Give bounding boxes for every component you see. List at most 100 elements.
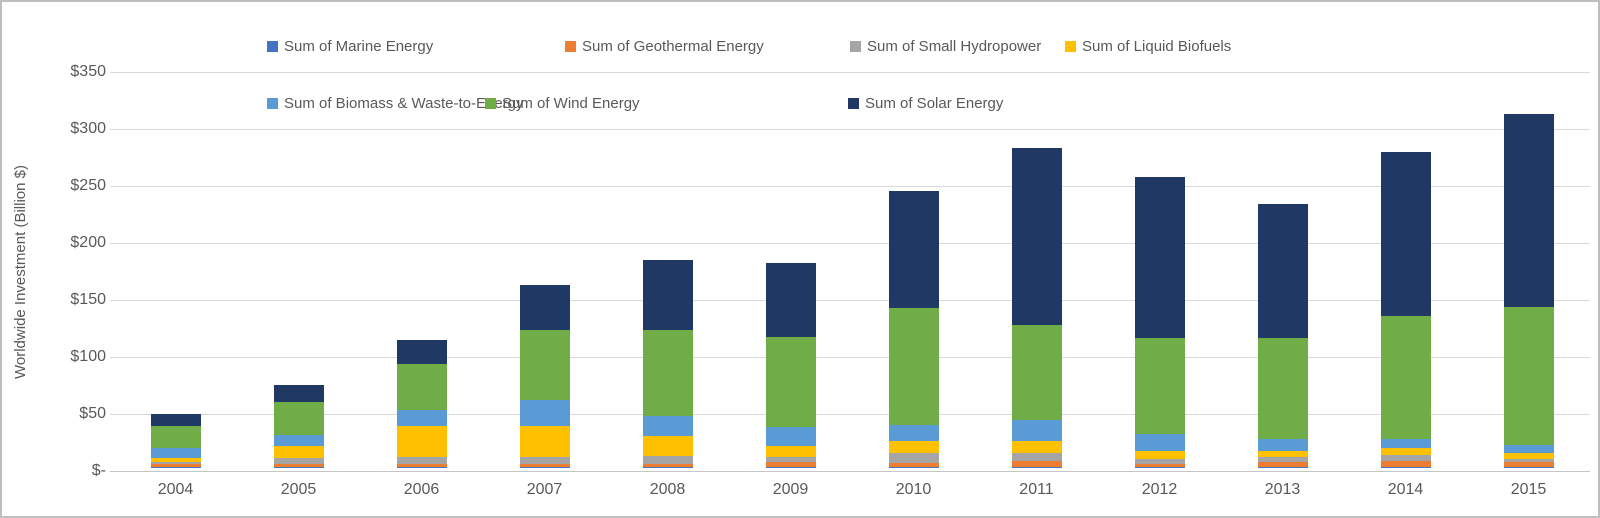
gridline-300 (110, 129, 1590, 130)
segment-sum-of-geothermal-energy-2013 (1257, 461, 1308, 467)
segment-sum-of-liquid-biofuels-2012 (1134, 450, 1185, 460)
x-tick-label-2010: 2010 (895, 481, 932, 498)
segment-sum-of-wind-energy-2007 (519, 330, 570, 400)
bar-2010 (888, 190, 939, 467)
x-tick-label-2005: 2005 (280, 481, 317, 498)
segment-sum-of-geothermal-energy-2010 (888, 462, 939, 467)
segment-sum-of-wind-energy-2010 (888, 308, 939, 426)
segment-sum-of-geothermal-energy-2011 (1011, 461, 1062, 467)
segment-sum-of-geothermal-energy-2009 (765, 462, 816, 467)
x-tick-label-2012: 2012 (1141, 481, 1178, 498)
segment-sum-of-wind-energy-2006 (396, 363, 447, 410)
legend-swatch-icon-sum-of-solar-energy (848, 97, 859, 109)
segment-sum-of-liquid-biofuels-2007 (519, 425, 570, 458)
y-tick-label-300: $300 (70, 120, 106, 137)
segment-sum-of-small-hydropower-2009 (765, 456, 816, 463)
segment-sum-of-solar-energy-2008 (642, 259, 693, 330)
bar-2006 (396, 339, 447, 467)
segment-sum-of-small-hydropower-2014 (1380, 455, 1431, 461)
gridline-250 (110, 186, 1590, 187)
y-tick-label-150: $150 (70, 291, 106, 308)
gridline-350 (110, 72, 1590, 73)
segment-sum-of-biomass-waste-to-energy-2012 (1134, 434, 1185, 451)
segment-sum-of-biomass-waste-to-energy-2004 (150, 448, 201, 459)
legend-swatch-icon-sum-of-small-hydropower (850, 40, 861, 52)
segment-sum-of-solar-energy-2009 (765, 263, 816, 338)
segment-sum-of-solar-energy-2015 (1503, 114, 1554, 308)
segment-sum-of-wind-energy-2011 (1011, 325, 1062, 420)
segment-sum-of-biomass-waste-to-energy-2015 (1503, 445, 1554, 454)
segment-sum-of-wind-energy-2012 (1134, 338, 1185, 435)
segment-sum-of-solar-energy-2006 (396, 339, 447, 364)
segment-sum-of-geothermal-energy-2007 (519, 463, 570, 467)
legend-label-sum-of-small-hydropower: Sum of Small Hydropower (867, 37, 1042, 55)
segment-sum-of-solar-energy-2007 (519, 285, 570, 331)
segment-sum-of-biomass-waste-to-energy-2014 (1380, 438, 1431, 449)
legend-item-sum-of-small-hydropower: Sum of Small Hydropower (850, 37, 1041, 55)
segment-sum-of-biomass-waste-to-energy-2013 (1257, 439, 1308, 451)
bar-2009 (765, 263, 816, 467)
segment-sum-of-solar-energy-2012 (1134, 177, 1185, 339)
y-tick-label-0: $- (91, 462, 106, 479)
segment-sum-of-liquid-biofuels-2013 (1257, 450, 1308, 457)
legend-swatch-icon-sum-of-biomass-waste-to-energy (267, 97, 278, 109)
legend-swatch-icon-sum-of-marine-energy (267, 40, 278, 52)
segment-sum-of-small-hydropower-2010 (888, 452, 939, 463)
segment-sum-of-geothermal-energy-2005 (273, 464, 324, 467)
y-axis-title-text: Worldwide Investment (Billion $) (12, 165, 29, 379)
y-tick-label-250: $250 (70, 177, 106, 194)
bar-2005 (273, 384, 324, 467)
x-tick-label-2008: 2008 (649, 481, 686, 498)
segment-sum-of-liquid-biofuels-2010 (888, 441, 939, 453)
legend-label-sum-of-solar-energy: Sum of Solar Energy (865, 94, 1004, 112)
bar-2012 (1134, 177, 1185, 467)
segment-sum-of-biomass-waste-to-energy-2008 (642, 416, 693, 436)
legend-swatch-icon-sum-of-wind-energy (485, 97, 496, 109)
segment-sum-of-wind-energy-2005 (273, 402, 324, 435)
y-tick-label-50: $50 (79, 405, 106, 422)
segment-sum-of-small-hydropower-2004 (150, 462, 201, 465)
x-tick-label-2004: 2004 (157, 481, 194, 498)
segment-sum-of-small-hydropower-2007 (519, 457, 570, 464)
segment-sum-of-solar-energy-2014 (1380, 151, 1431, 316)
segment-sum-of-small-hydropower-2006 (396, 457, 447, 465)
segment-sum-of-small-hydropower-2008 (642, 456, 693, 464)
segment-sum-of-solar-energy-2011 (1011, 148, 1062, 326)
legend-label-sum-of-biomass-waste-to-energy: Sum of Biomass & Waste-to-Energy (284, 94, 524, 112)
legend-swatch-icon-sum-of-geothermal-energy (565, 40, 576, 52)
segment-sum-of-biomass-waste-to-energy-2011 (1011, 419, 1062, 442)
segment-sum-of-geothermal-energy-2006 (396, 464, 447, 467)
x-tick-label-2009: 2009 (772, 481, 809, 498)
segment-sum-of-wind-energy-2008 (642, 329, 693, 417)
segment-sum-of-solar-energy-2010 (888, 190, 939, 309)
segment-sum-of-solar-energy-2013 (1257, 203, 1308, 338)
gridline-50 (110, 414, 1590, 415)
segment-sum-of-geothermal-energy-2008 (642, 463, 693, 467)
segment-sum-of-biomass-waste-to-energy-2007 (519, 399, 570, 426)
segment-sum-of-small-hydropower-2005 (273, 457, 324, 465)
segment-sum-of-biomass-waste-to-energy-2005 (273, 434, 324, 447)
x-tick-label-2007: 2007 (526, 481, 563, 498)
legend-label-sum-of-marine-energy: Sum of Marine Energy (284, 37, 434, 55)
gridline-150 (110, 300, 1590, 301)
segment-sum-of-liquid-biofuels-2011 (1011, 441, 1062, 453)
legend-swatch-icon-sum-of-liquid-biofuels (1065, 40, 1076, 52)
segment-sum-of-geothermal-energy-2012 (1134, 464, 1185, 467)
segment-sum-of-solar-energy-2004 (150, 413, 201, 426)
legend-item-sum-of-biomass-waste-to-energy: Sum of Biomass & Waste-to-Energy (267, 94, 524, 112)
segment-sum-of-liquid-biofuels-2014 (1380, 448, 1431, 456)
legend-label-sum-of-geothermal-energy: Sum of Geothermal Energy (582, 37, 764, 55)
y-tick-label-200: $200 (70, 234, 106, 251)
segment-sum-of-liquid-biofuels-2005 (273, 446, 324, 458)
segment-sum-of-wind-energy-2014 (1380, 315, 1431, 439)
segment-sum-of-liquid-biofuels-2006 (396, 425, 447, 458)
segment-sum-of-biomass-waste-to-energy-2006 (396, 409, 447, 426)
bar-2015 (1503, 114, 1554, 467)
x-axis-line (110, 471, 1590, 472)
y-tick-label-350: $350 (70, 63, 106, 80)
x-tick-label-2011: 2011 (1019, 481, 1054, 498)
segment-sum-of-solar-energy-2005 (273, 384, 324, 403)
segment-sum-of-liquid-biofuels-2015 (1503, 453, 1554, 460)
segment-sum-of-biomass-waste-to-energy-2010 (888, 425, 939, 442)
